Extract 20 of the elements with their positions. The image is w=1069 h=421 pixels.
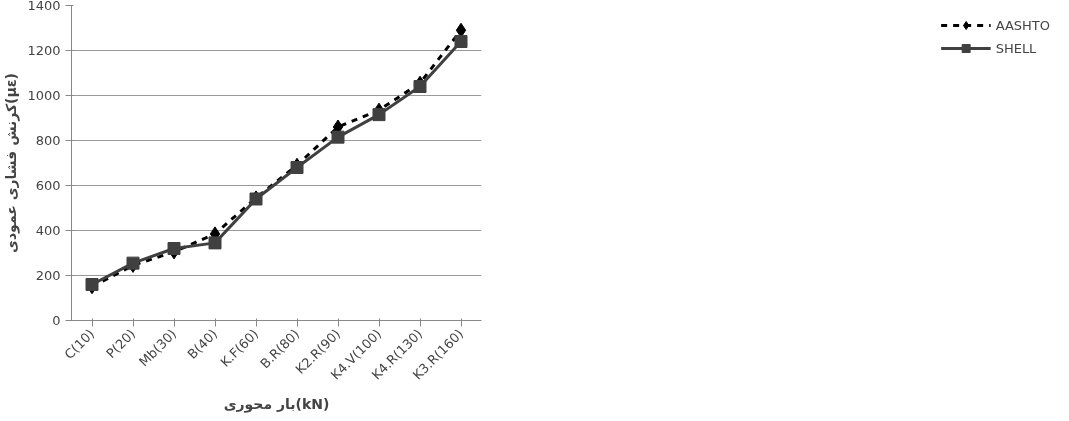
y-tick-label: 1200 xyxy=(27,43,61,58)
y-tick-label: 200 xyxy=(35,268,61,283)
point xyxy=(208,236,222,250)
point xyxy=(290,161,304,174)
y-tick-label: 1000 xyxy=(27,88,61,103)
legend-label: AASHTO xyxy=(995,17,1050,33)
point xyxy=(167,242,181,255)
y-axis-title: کرنش فشاری عمودی(με) xyxy=(3,73,21,253)
point xyxy=(372,108,386,122)
y-tick-label: 0 xyxy=(52,313,61,328)
point xyxy=(454,35,468,48)
point xyxy=(413,80,427,93)
y-tick-label: 400 xyxy=(35,223,61,238)
point xyxy=(331,130,345,144)
legend-label: SHELL xyxy=(995,40,1037,56)
y-tick-label: 1400 xyxy=(27,0,61,13)
point xyxy=(85,278,99,291)
y-tick-label: 600 xyxy=(35,178,61,193)
y-tick-label: 800 xyxy=(35,133,61,148)
x-axis-title: بار محوری(kN) xyxy=(223,396,330,414)
